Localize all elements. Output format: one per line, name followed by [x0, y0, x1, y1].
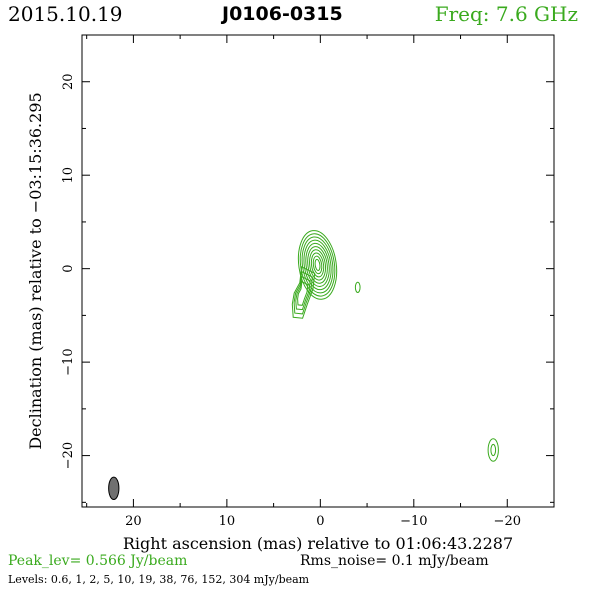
- x-tick-label: −20: [494, 514, 521, 529]
- y-tick-label: 20: [61, 73, 76, 90]
- component-contour: [490, 443, 497, 457]
- y-axis-label: Declination (mas) relative to −03:15:36.…: [26, 92, 45, 449]
- observation-date: 2015.10.19: [8, 2, 123, 26]
- plot-frame: [81, 34, 555, 508]
- component-contour: [487, 438, 499, 462]
- beam: [108, 476, 120, 501]
- core-contour: [314, 258, 321, 271]
- core-contour: [310, 252, 325, 278]
- y-tick-labels: 20 10 0 −10 −20: [61, 73, 76, 469]
- y-tick-label: −20: [61, 442, 76, 469]
- rms-noise: Rms_noise= 0.1 mJy/beam: [300, 553, 489, 569]
- source-name: J0106-0315: [222, 3, 343, 25]
- extension-contour: [297, 280, 309, 306]
- core-contour: [307, 246, 328, 284]
- core-contour: [312, 255, 323, 275]
- x-tick-label: −10: [400, 514, 427, 529]
- core-contour: [305, 242, 330, 287]
- x-tick-label: 10: [219, 514, 236, 529]
- core-contour: [309, 249, 327, 281]
- y-tick-label: 10: [61, 167, 76, 184]
- beam-ellipse: [108, 476, 120, 501]
- axis-ticks: [82, 34, 555, 507]
- y-tick-label: −10: [61, 348, 76, 375]
- extension-contour: [295, 275, 311, 311]
- peak-level: Peak_lev= 0.566 Jy/beam: [8, 553, 188, 569]
- component-contour: [354, 281, 361, 293]
- frequency-label: Freq: 7.6 GHz: [434, 2, 578, 26]
- contour-levels: Levels: 0.6, 1, 2, 5, 10, 19, 38, 76, 15…: [8, 573, 310, 586]
- extension-contour: [291, 266, 316, 319]
- contours: [291, 230, 499, 462]
- y-tick-label: 0: [61, 265, 76, 273]
- core-contour: [303, 239, 332, 291]
- x-tick-label: 0: [316, 514, 324, 529]
- core-contour: [299, 233, 336, 297]
- core-contour: [297, 230, 338, 300]
- extension-contour: [293, 270, 313, 315]
- x-tick-labels: 20 10 0 −10 −20: [125, 514, 521, 529]
- x-axis-label: Right ascension (mas) relative to 01:06:…: [123, 534, 513, 553]
- x-tick-label: 20: [125, 514, 142, 529]
